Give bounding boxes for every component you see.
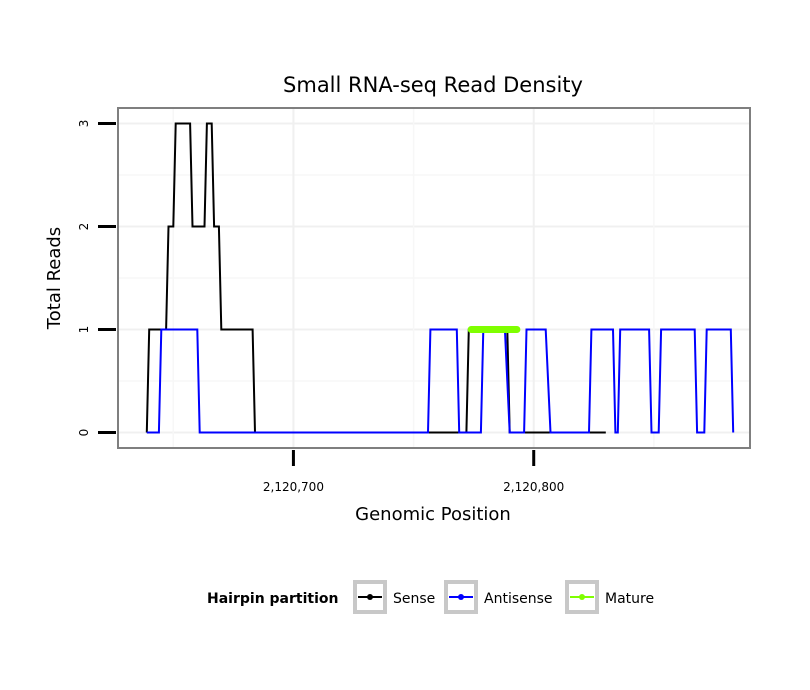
legend-title: Hairpin partition: [207, 591, 338, 607]
y-axis: 0 1 2 3: [77, 120, 116, 437]
legend-label-mature: Mature: [605, 591, 654, 607]
y-tick-label: 0: [77, 429, 91, 437]
x-axis: 2,120,700 2,120,800: [263, 450, 564, 494]
legend-label-sense: Sense: [393, 591, 435, 607]
x-axis-title: Genomic Position: [355, 504, 511, 525]
series-line-antisense: [146, 328, 735, 434]
legend-label-antisense: Antisense: [484, 591, 553, 607]
y-tick-label: 2: [77, 223, 91, 231]
legend-key-dot-antisense: [458, 594, 464, 600]
y-axis-title: Total Reads: [44, 227, 65, 330]
x-tick-label: 2,120,700: [263, 480, 324, 494]
chart-title: Small RNA-seq Read Density: [283, 73, 583, 97]
series-lines: [145, 122, 735, 434]
plot-border: [117, 107, 751, 449]
series-line-sense: [145, 122, 606, 434]
y-tick-label: 3: [77, 120, 91, 128]
legend-key-dot-sense: [367, 594, 373, 600]
legend-key-dot-mature: [579, 594, 585, 600]
legend-items: Sense Antisense Mature: [353, 580, 654, 614]
y-tick-label: 1: [77, 326, 91, 334]
legend: Hairpin partition Sense Antisense Mature: [207, 580, 654, 614]
x-tick-label: 2,120,800: [503, 480, 564, 494]
